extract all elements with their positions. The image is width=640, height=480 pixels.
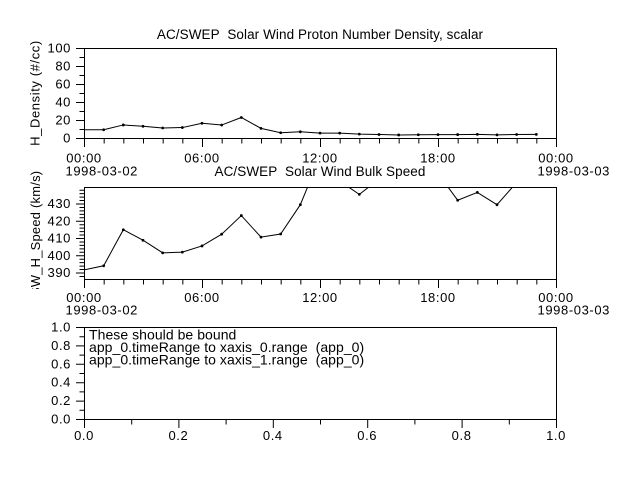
svg-text:00:00: 00:00 [538, 151, 574, 166]
svg-text:0: 0 [63, 131, 71, 146]
svg-text:1.0: 1.0 [51, 320, 71, 335]
svg-text:00:00: 00:00 [66, 151, 102, 166]
svg-text:12:00: 12:00 [302, 151, 338, 166]
svg-text:H_Density (#/cc): H_Density (#/cc) [28, 40, 43, 146]
svg-text:AC/SWEP Solar Wind Proton Num: AC/SWEP Solar Wind Proton Number Density… [157, 27, 484, 42]
svg-text:430: 430 [48, 196, 72, 211]
svg-text:0.4: 0.4 [263, 428, 283, 443]
svg-text:420: 420 [48, 213, 72, 228]
svg-text:app_0.timeRange to xaxis_1.ran: app_0.timeRange to xaxis_1.range (app_0) [89, 351, 364, 367]
svg-text:1.0: 1.0 [546, 428, 566, 443]
svg-text:0.4: 0.4 [51, 375, 71, 390]
svg-text:AC/SWEP Solar Wind Bulk Speed: AC/SWEP Solar Wind Bulk Speed [215, 164, 426, 179]
svg-text:18:00: 18:00 [420, 151, 456, 166]
svg-text:80: 80 [55, 59, 71, 74]
svg-text:1998-03-02: 1998-03-02 [66, 164, 139, 179]
svg-text:1998-03-03: 1998-03-03 [538, 164, 611, 179]
svg-text:1998-03-02: 1998-03-02 [66, 303, 139, 318]
svg-text:390: 390 [48, 265, 72, 280]
svg-text:0.0: 0.0 [51, 412, 71, 427]
svg-text:0.2: 0.2 [51, 393, 71, 408]
svg-text:0.8: 0.8 [51, 338, 71, 353]
svg-text:0.8: 0.8 [452, 428, 472, 443]
svg-text:18:00: 18:00 [420, 290, 456, 305]
svg-text:100: 100 [48, 41, 72, 56]
svg-text:06:00: 06:00 [184, 151, 220, 166]
svg-text:60: 60 [55, 77, 71, 92]
svg-text:40: 40 [55, 95, 71, 110]
svg-text:06:00: 06:00 [184, 290, 220, 305]
svg-text:410: 410 [48, 231, 72, 246]
svg-text:0.6: 0.6 [51, 356, 71, 371]
svg-text:These should be bound: These should be bound [89, 326, 236, 342]
svg-text:00:00: 00:00 [66, 290, 102, 305]
svg-text:0.2: 0.2 [168, 428, 188, 443]
svg-text:400: 400 [48, 248, 72, 263]
svg-text:20: 20 [55, 113, 71, 128]
svg-text:1998-03-03: 1998-03-03 [538, 303, 611, 318]
svg-text:0.6: 0.6 [357, 428, 377, 443]
svg-text:SW_H_Speed (km/s): SW_H_Speed (km/s) [28, 171, 43, 296]
svg-text:12:00: 12:00 [302, 290, 338, 305]
svg-text:0.0: 0.0 [74, 428, 94, 443]
svg-text:00:00: 00:00 [538, 290, 574, 305]
svg-text:app_0.timeRange to xaxis_0.ran: app_0.timeRange to xaxis_0.range (app_0) [89, 339, 364, 355]
